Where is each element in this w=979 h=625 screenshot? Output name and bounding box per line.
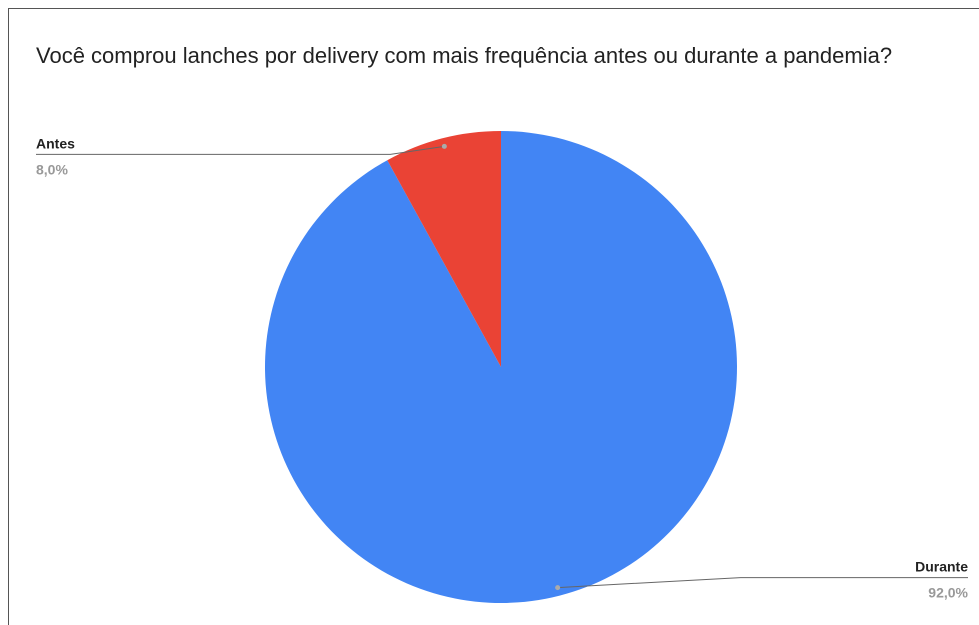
leader-line	[36, 145, 445, 155]
pie-slice	[387, 131, 501, 367]
leader-line	[557, 577, 968, 589]
slice-value-label: 8,0%	[36, 161, 68, 177]
frame	[8, 8, 979, 625]
chart-title: Você comprou lanches por delivery com ma…	[36, 43, 893, 68]
slice-label: Durante	[915, 559, 968, 575]
slice-value-label: 92,0%	[928, 585, 968, 601]
leader-dot	[441, 143, 447, 149]
slice-label: Antes	[36, 135, 75, 151]
leader-dot	[555, 585, 561, 591]
